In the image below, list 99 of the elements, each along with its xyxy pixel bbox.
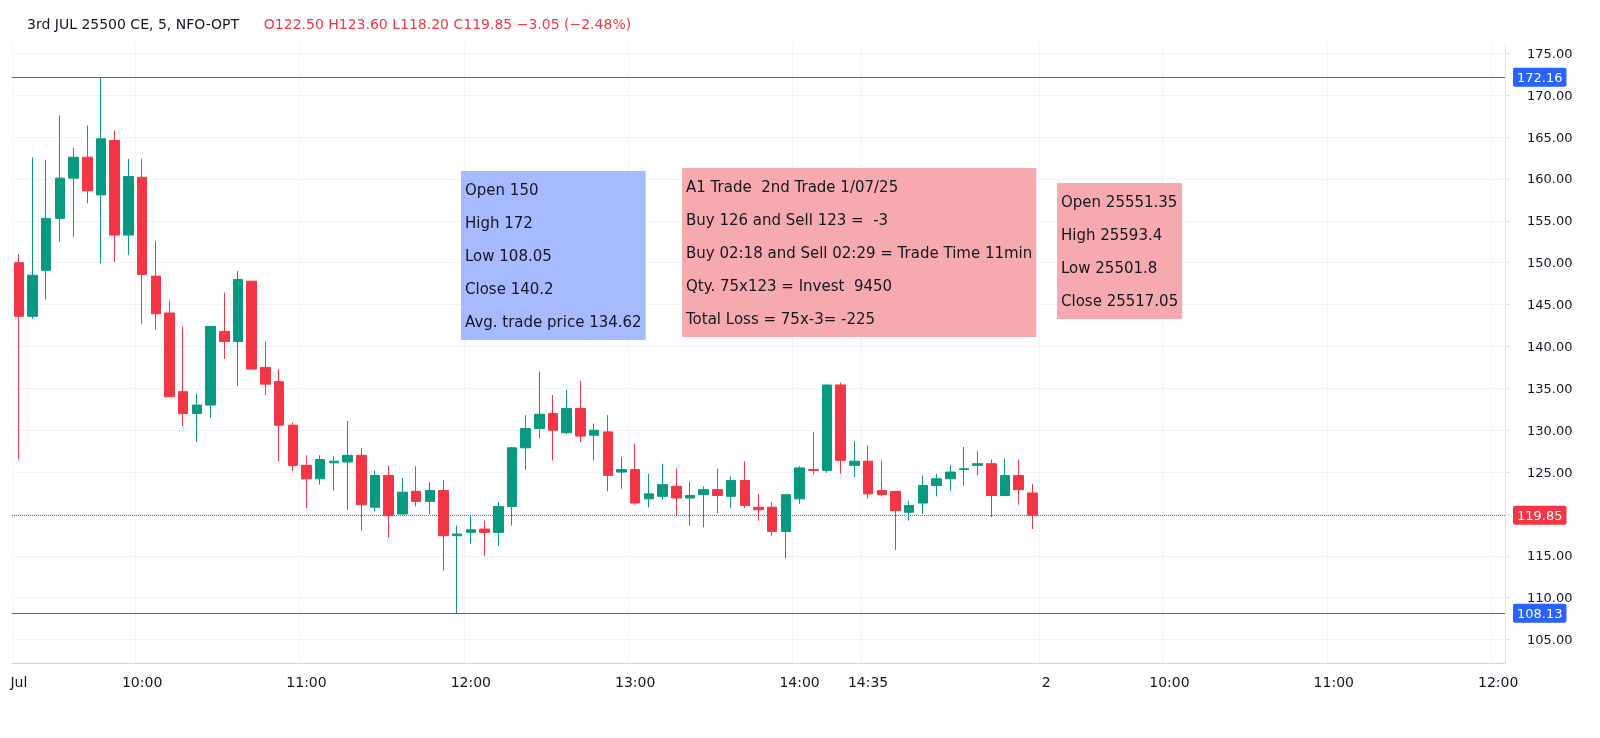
annotation: Open 150 High 172 Low 108.05 Close 140.2 Avg. trade price 134.62 — [465, 180, 642, 331]
candlestick — [959, 446, 969, 486]
candlestick — [849, 440, 860, 478]
candlestick — [425, 481, 435, 515]
x-tick-label: 13:00 — [615, 674, 656, 690]
candlestick — [740, 460, 750, 509]
candlestick — [534, 371, 545, 440]
candlestick — [931, 473, 942, 497]
candlestick — [55, 114, 65, 243]
candlestick — [1013, 459, 1024, 506]
candlestick — [233, 270, 243, 387]
candlestick — [794, 465, 805, 505]
y-tick-label: 115.00 — [1527, 548, 1573, 564]
candlestick — [137, 158, 147, 325]
candlestick — [329, 455, 339, 491]
annotation: A1 Trade 2nd Trade 1/07/25 Buy 126 and Sell 123 = -3 Buy 02:18 and Sell 02:29 = Trade Time 11min Qty. 75x123 = Invest 9450 Total Loss = 75x-3= -225 — [685, 177, 1033, 328]
candlestick — [863, 444, 873, 500]
candlestick — [1000, 458, 1010, 497]
candlestick — [274, 368, 284, 462]
y-tick-label: 105.00 — [1527, 632, 1573, 648]
candlestick — [726, 475, 736, 509]
y-tick-label: 150.00 — [1527, 255, 1573, 271]
y-tick-label: 160.00 — [1527, 171, 1573, 187]
candlestick — [123, 158, 134, 256]
candlestick — [96, 76, 106, 265]
candlestick — [301, 454, 312, 509]
candlestick — [219, 292, 230, 360]
y-tick-label: 135.00 — [1527, 380, 1573, 396]
x-tick-label: 12:00 — [450, 674, 492, 690]
candlestick — [808, 431, 819, 476]
candlestick — [575, 380, 586, 443]
candlestick — [712, 468, 723, 514]
candlestick — [589, 423, 599, 461]
candlestick — [822, 384, 832, 474]
candlestick — [151, 240, 161, 331]
candlestick — [507, 446, 517, 527]
candlestick — [82, 124, 93, 204]
candlestick — [877, 459, 887, 497]
candlestick — [466, 515, 476, 545]
y-tick-label: 125.00 — [1527, 464, 1573, 480]
candlestick — [493, 501, 504, 547]
candlestick — [288, 422, 298, 472]
x-tick-label: 11:00 — [1313, 674, 1354, 690]
candlestick — [835, 381, 846, 475]
candlestick — [548, 394, 558, 461]
y-tick-label: 140.00 — [1527, 338, 1573, 354]
ref-line-label: 172.16 — [1517, 69, 1563, 85]
candlestick — [561, 389, 572, 435]
y-tick-label: 175.00 — [1527, 45, 1573, 61]
candlestick — [68, 147, 79, 238]
y-tick-label: 130.00 — [1527, 422, 1573, 438]
x-tick-label: Jul — [9, 674, 28, 690]
candlestick — [630, 443, 640, 506]
y-tick-label: 145.00 — [1527, 297, 1573, 313]
y-tick-label: 165.00 — [1527, 129, 1573, 145]
candlestick — [205, 325, 216, 419]
candlestick — [27, 156, 38, 320]
candlestick — [644, 473, 654, 508]
candlestick — [411, 465, 421, 507]
candlestick — [342, 420, 353, 511]
candlestick — [603, 414, 613, 492]
x-tick-label: 14:35 — [847, 674, 889, 690]
x-tick-label: 11:00 — [286, 674, 327, 690]
ref-line-label: 119.85 — [1517, 507, 1563, 523]
candlestick — [41, 159, 51, 301]
candlestick — [14, 253, 24, 461]
candlestick — [657, 463, 668, 501]
candlestick — [904, 500, 914, 522]
x-tick-label: 2 — [1041, 674, 1051, 690]
x-tick-label: 14:00 — [779, 674, 820, 690]
candlestick — [685, 480, 695, 527]
candlestick — [698, 485, 709, 528]
candlestick — [520, 414, 531, 471]
y-tick-label: 170.00 — [1527, 87, 1573, 103]
candlestick — [616, 456, 627, 490]
candlestick — [109, 129, 120, 263]
candlestick — [397, 477, 408, 516]
candlestick — [178, 325, 188, 427]
candlestick — [370, 469, 380, 512]
y-tick-label: 155.00 — [1527, 213, 1573, 229]
annotation: Open 25551.35 High 25593.4 Low 25501.8 Close 25517.05 — [1061, 192, 1179, 310]
candlestick — [945, 464, 956, 491]
chart-subtitle: O122.50 H123.60 L118.20 C119.85 −3.05 (−2.48%) — [263, 16, 632, 32]
candlestick — [479, 520, 490, 557]
x-tick-label: 10:00 — [121, 674, 163, 690]
candlestick — [918, 474, 928, 515]
candlestick — [192, 392, 202, 443]
candlestick — [246, 280, 257, 370]
candlestick — [972, 450, 983, 476]
candlestick — [452, 525, 462, 615]
x-tick-label: 10:00 — [1149, 674, 1190, 690]
chart-title: 3rd JUL 25500 CE, 5, NFO-OPT — [27, 16, 240, 32]
candlestick — [260, 340, 271, 396]
x-tick-label: 12:00 — [1477, 674, 1519, 690]
candlestick — [315, 454, 325, 486]
candlestick — [781, 494, 791, 559]
candlestick — [164, 299, 175, 398]
ref-line-label: 108.13 — [1517, 605, 1563, 621]
y-tick-label: 110.00 — [1527, 590, 1573, 606]
